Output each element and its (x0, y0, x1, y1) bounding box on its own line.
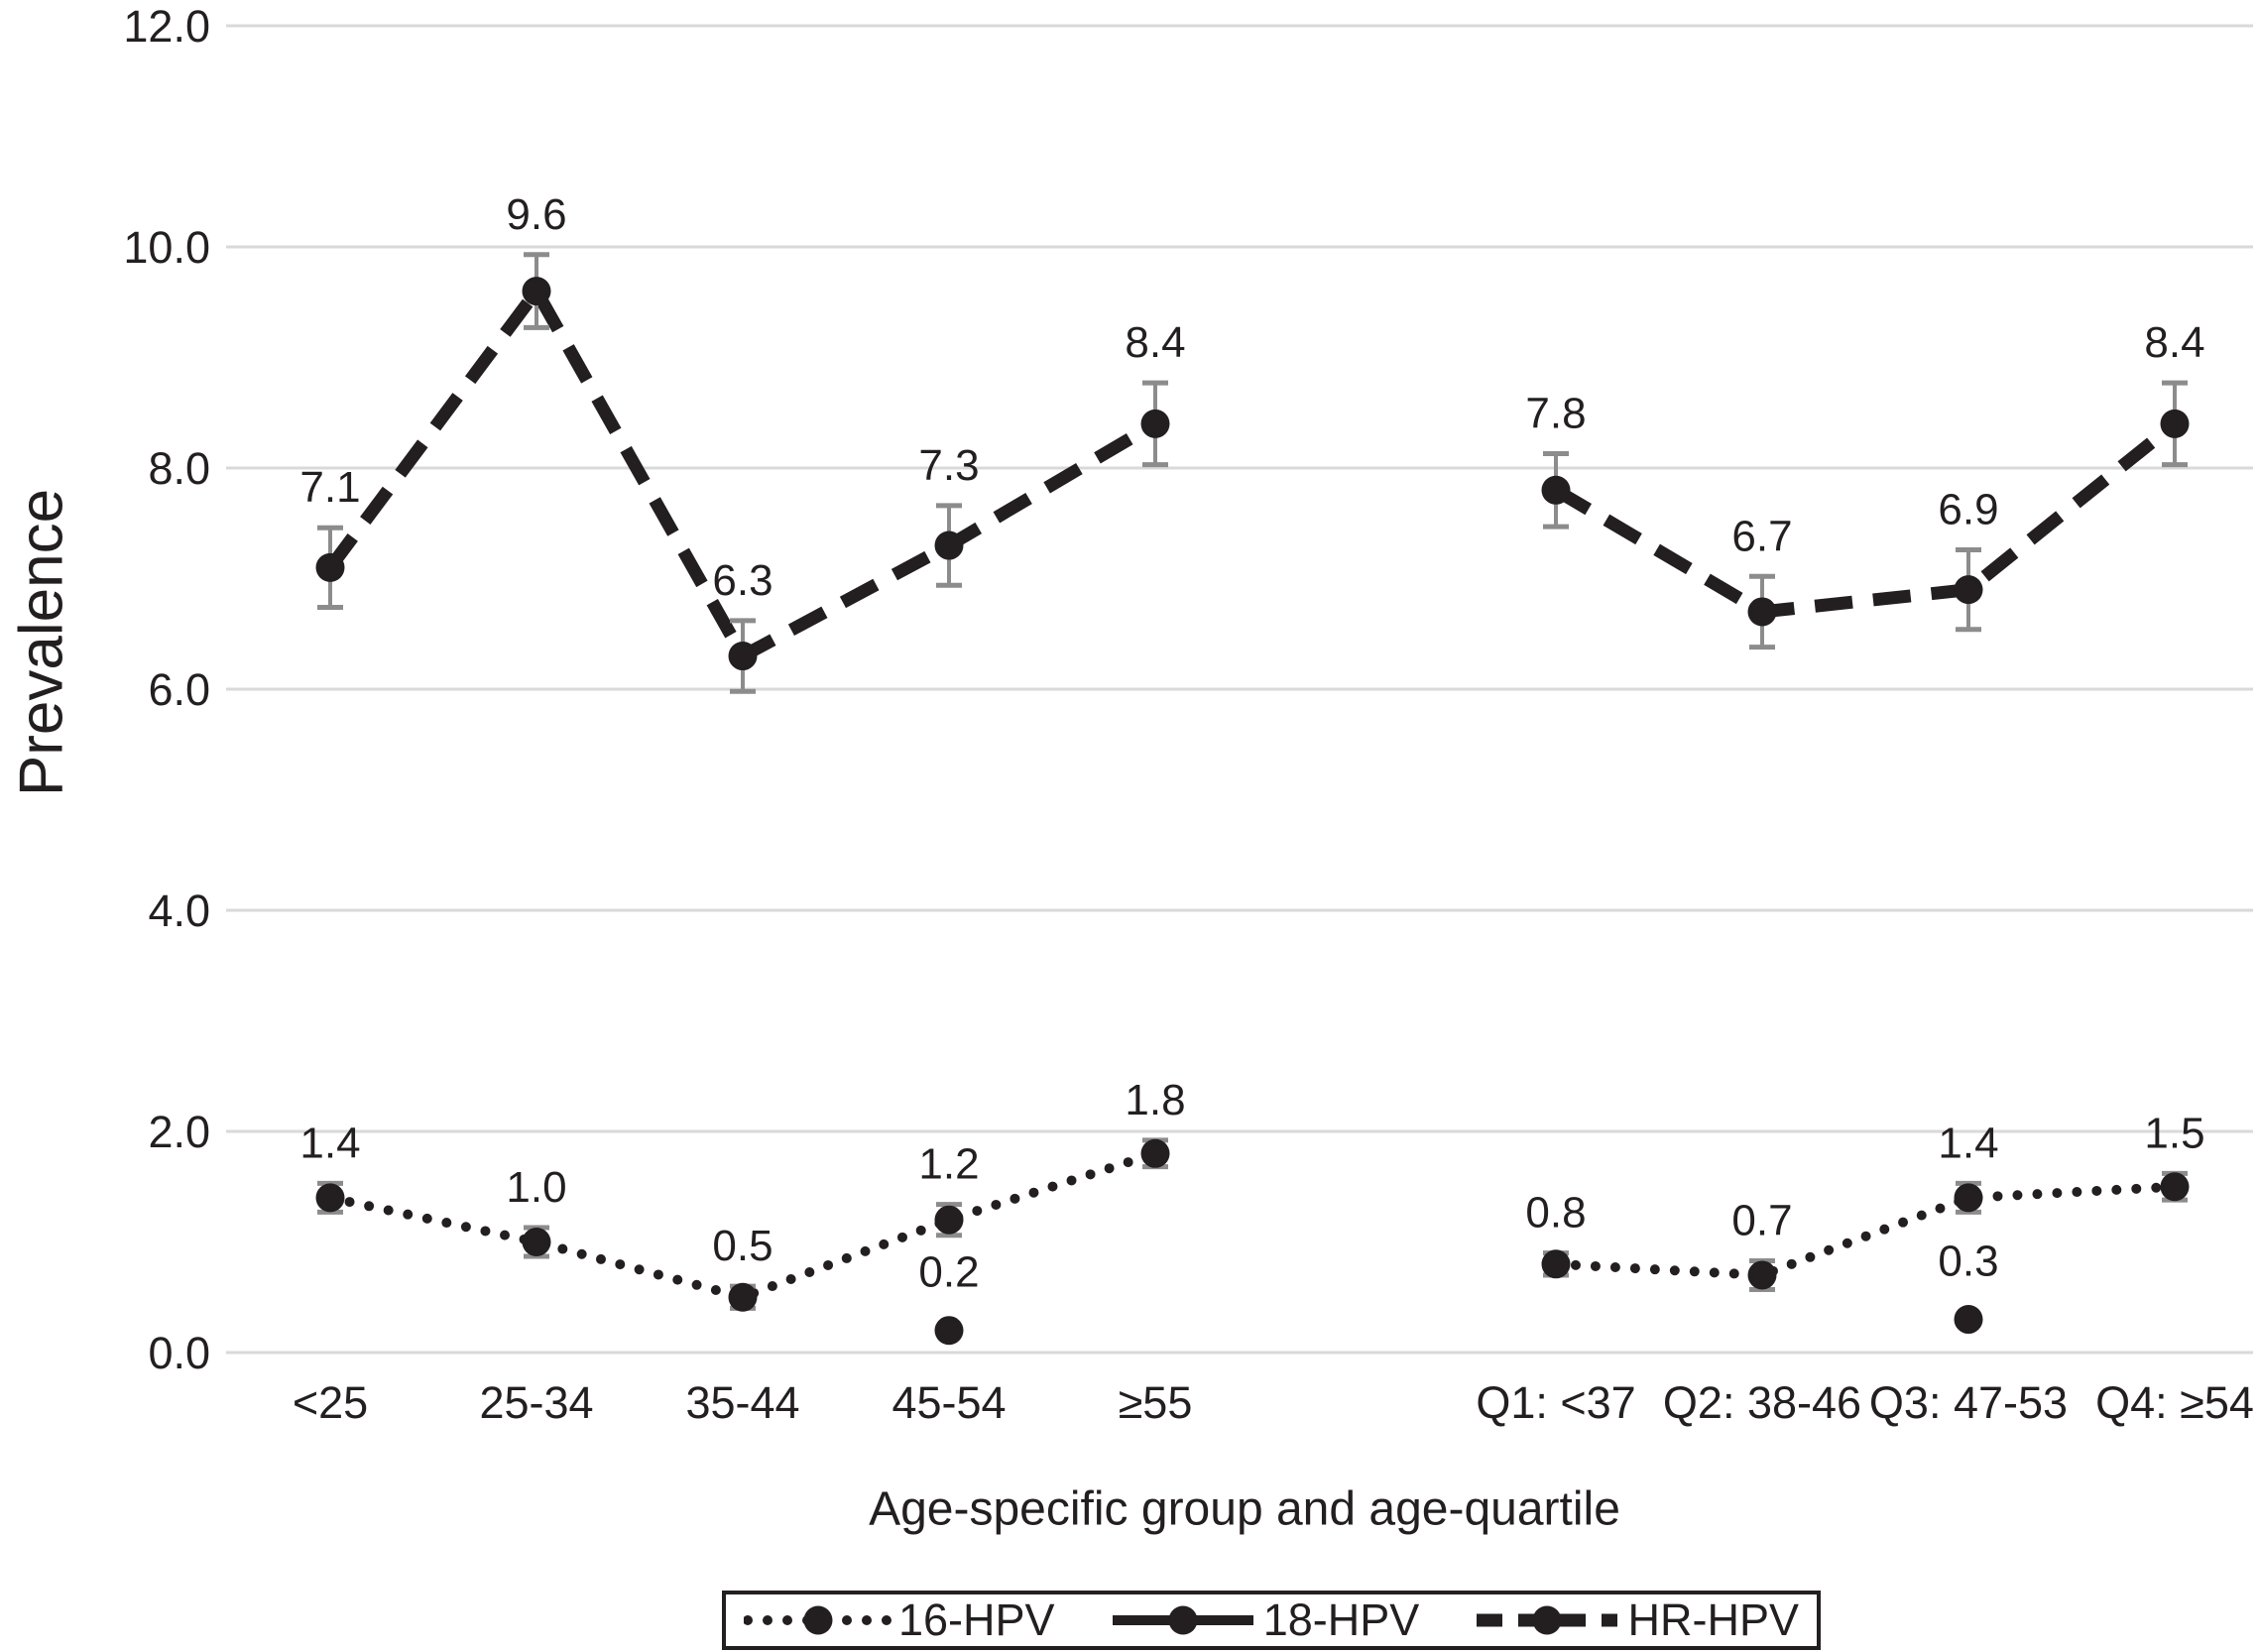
value-label: 0.5 (712, 1222, 772, 1270)
x-tick-label: 35-44 (685, 1377, 799, 1428)
legend-label-18-hpv: 18-HPV (1262, 1594, 1420, 1645)
value-label: 0.2 (918, 1248, 979, 1297)
value-label: 1.0 (506, 1163, 566, 1212)
data-point-marker-16-hpv (934, 1205, 964, 1235)
data-point-marker-16-hpv (2160, 1172, 2190, 1202)
value-label: 0.7 (1731, 1196, 1792, 1244)
data-point-marker-18-hpv (1954, 1305, 1983, 1335)
y-axis-title: Prevalence (7, 488, 76, 797)
x-tick-label: Q4: ≥54 (2095, 1377, 2254, 1428)
value-label: 0.3 (1938, 1238, 1998, 1286)
legend: 16-HPV 18-HPV HR-HPV (722, 1591, 1821, 1650)
data-point-marker-hr-hpv (2160, 409, 2190, 438)
legend-swatch-18-hpv (1112, 1605, 1253, 1635)
legend-item-18-hpv: 18-HPV (1109, 1594, 1420, 1646)
legend-item-16-hpv: 16-HPV (744, 1594, 1055, 1646)
data-point-marker-hr-hpv (522, 277, 551, 306)
value-label: 8.4 (1125, 318, 1185, 367)
x-tick-label: ≥55 (1119, 1377, 1193, 1428)
data-point-marker-hr-hpv (315, 552, 345, 582)
data-point-marker-16-hpv (1541, 1249, 1571, 1279)
value-label: 7.8 (1525, 390, 1586, 438)
legend-swatch-hr-hpv (1477, 1605, 1618, 1635)
series-line-hr-hpv (1552, 418, 2180, 619)
y-tick-label: 8.0 (148, 443, 210, 494)
data-point-marker-16-hpv (728, 1282, 758, 1312)
value-label: 1.8 (1125, 1076, 1185, 1124)
legend-label-hr-hpv: HR-HPV (1627, 1594, 1799, 1645)
series-line-16-hpv (325, 1148, 1160, 1303)
y-tick-label: 12.0 (123, 1, 210, 52)
data-point-marker-16-hpv (315, 1183, 345, 1213)
data-point-marker-hr-hpv (934, 531, 964, 560)
data-point-marker-hr-hpv (1747, 597, 1777, 627)
value-label: 6.9 (1938, 486, 1998, 534)
value-label: 7.1 (299, 463, 360, 512)
data-point-marker-hr-hpv (728, 642, 758, 671)
x-tick-label: Q1: <37 (1476, 1377, 1635, 1428)
legend-item-hr-hpv: HR-HPV (1473, 1594, 1799, 1646)
x-tick-label: Q2: 38-46 (1663, 1377, 1861, 1428)
y-tick-label: 4.0 (148, 885, 210, 936)
legend-swatch-16-hpv (744, 1605, 892, 1635)
data-point-marker-16-hpv (1140, 1138, 1170, 1168)
x-tick-label: 45-54 (891, 1377, 1006, 1428)
value-label: 1.4 (1938, 1119, 1998, 1167)
x-tick-label: <25 (293, 1377, 368, 1428)
value-label: 1.5 (2144, 1109, 2204, 1157)
value-label: 7.3 (918, 441, 979, 490)
value-label: 1.4 (299, 1119, 360, 1167)
x-tick-label: Q3: 47-53 (1869, 1377, 2068, 1428)
value-label: 6.3 (712, 556, 772, 605)
data-point-marker-hr-hpv (1541, 475, 1571, 505)
data-point-marker-18-hpv (934, 1316, 964, 1346)
value-label: 9.6 (506, 190, 566, 239)
value-label: 6.7 (1731, 512, 1792, 560)
data-point-marker-hr-hpv (1954, 575, 1983, 605)
data-point-marker-16-hpv (1954, 1183, 1983, 1213)
value-label: 8.4 (2144, 318, 2204, 367)
y-tick-label: 0.0 (148, 1328, 210, 1378)
legend-label-16-hpv: 16-HPV (898, 1594, 1055, 1645)
data-point-marker-16-hpv (1747, 1260, 1777, 1290)
y-tick-label: 6.0 (148, 664, 210, 715)
y-tick-label: 10.0 (123, 222, 210, 273)
value-label: 0.8 (1525, 1189, 1586, 1238)
series-line-16-hpv (1551, 1181, 2180, 1280)
x-axis-title: Age-specific group and age-quartile (869, 1482, 1620, 1536)
x-tick-label: 25-34 (479, 1377, 593, 1428)
value-label: 1.2 (918, 1140, 979, 1189)
data-point-marker-hr-hpv (1140, 409, 1170, 438)
data-point-marker-16-hpv (522, 1228, 551, 1256)
y-tick-label: 2.0 (148, 1107, 210, 1157)
